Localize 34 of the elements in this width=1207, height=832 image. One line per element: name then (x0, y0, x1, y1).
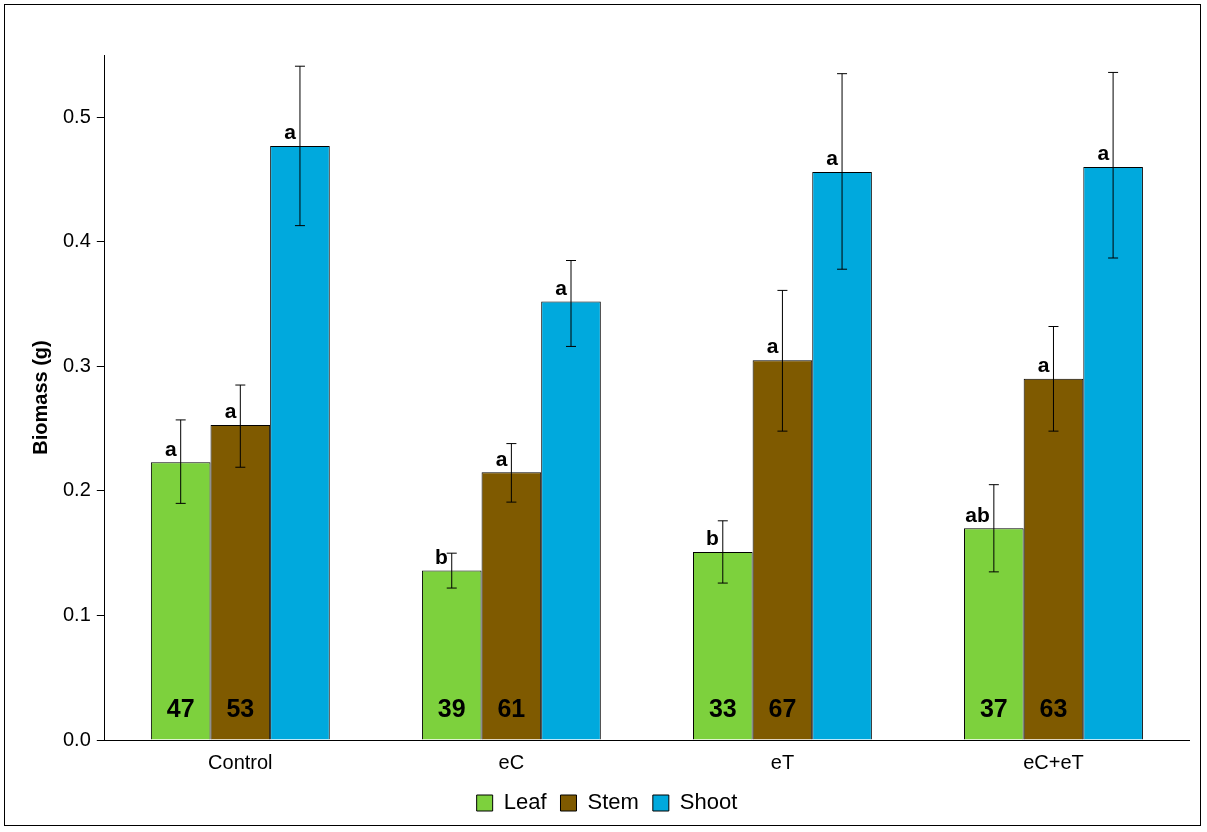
data-label: a (495, 446, 508, 470)
data-label: a (1097, 141, 1110, 165)
annotation: 61 (497, 693, 526, 722)
data-label: a (284, 120, 297, 144)
y-axis-title: Biomass (g) (28, 340, 51, 455)
annotation: 63 (1039, 693, 1068, 722)
annotation: 37 (979, 693, 1008, 722)
annotation: 39 (437, 693, 466, 722)
y-tick-label: 0.0 (62, 727, 91, 750)
data-label: a (826, 146, 839, 170)
y-tick-label: 0.4 (62, 229, 91, 252)
data-label: a (555, 275, 568, 299)
data-label: a (1037, 353, 1050, 377)
legend-label: Leaf (503, 789, 548, 815)
annotation: 53 (226, 693, 255, 722)
x-tick-label: Control (208, 750, 273, 773)
annotation: 47 (166, 693, 195, 722)
y-tick-label: 0.1 (62, 602, 91, 625)
legend-label: Shoot (679, 789, 738, 815)
legend-label: Stem (587, 789, 639, 815)
data-label: b (705, 526, 719, 550)
x-tick-label: eT (770, 750, 795, 773)
annotation: 67 (768, 693, 797, 722)
y-tick-label: 0.2 (62, 478, 91, 501)
x-tick-label: eC (498, 750, 525, 773)
y-tick-label: 0.3 (62, 353, 91, 376)
data-label: a (165, 436, 178, 460)
data-label: a (766, 334, 779, 358)
data-label: ab (965, 502, 990, 526)
annotation: 33 (708, 693, 737, 722)
data-label: b (434, 544, 448, 568)
y-tick-label: 0.5 (62, 104, 91, 127)
x-tick-label: eC+eT (1023, 750, 1084, 773)
data-label: a (224, 399, 237, 423)
